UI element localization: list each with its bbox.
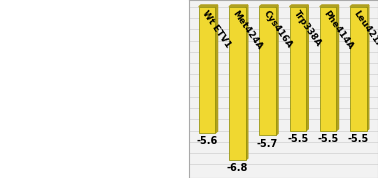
Polygon shape: [246, 5, 248, 160]
Text: Wt ETV1: Wt ETV1: [201, 9, 233, 49]
Polygon shape: [350, 5, 369, 7]
Bar: [350, 7, 367, 131]
Polygon shape: [229, 5, 248, 7]
Text: Phe414A: Phe414A: [322, 9, 355, 51]
Bar: [320, 7, 336, 131]
Text: Leu421A: Leu421A: [352, 9, 378, 50]
Polygon shape: [215, 5, 218, 133]
Text: -5.5: -5.5: [318, 134, 339, 144]
Polygon shape: [276, 5, 278, 135]
Text: -5.5: -5.5: [287, 134, 308, 144]
Bar: [290, 7, 306, 131]
Text: Met424A: Met424A: [231, 9, 264, 51]
Polygon shape: [306, 5, 308, 131]
Polygon shape: [259, 5, 278, 7]
Text: Trp338A: Trp338A: [291, 9, 323, 48]
Bar: [199, 7, 215, 133]
Bar: [259, 7, 276, 135]
Polygon shape: [336, 5, 339, 131]
Polygon shape: [320, 5, 339, 7]
Text: -5.7: -5.7: [257, 138, 278, 149]
Text: -5.6: -5.6: [197, 136, 218, 146]
Text: Cys416A: Cys416A: [261, 9, 294, 50]
Polygon shape: [290, 5, 308, 7]
Polygon shape: [199, 5, 218, 7]
Bar: [229, 7, 246, 160]
Text: -5.5: -5.5: [348, 134, 369, 144]
Text: -6.8: -6.8: [227, 163, 248, 173]
Polygon shape: [367, 5, 369, 131]
